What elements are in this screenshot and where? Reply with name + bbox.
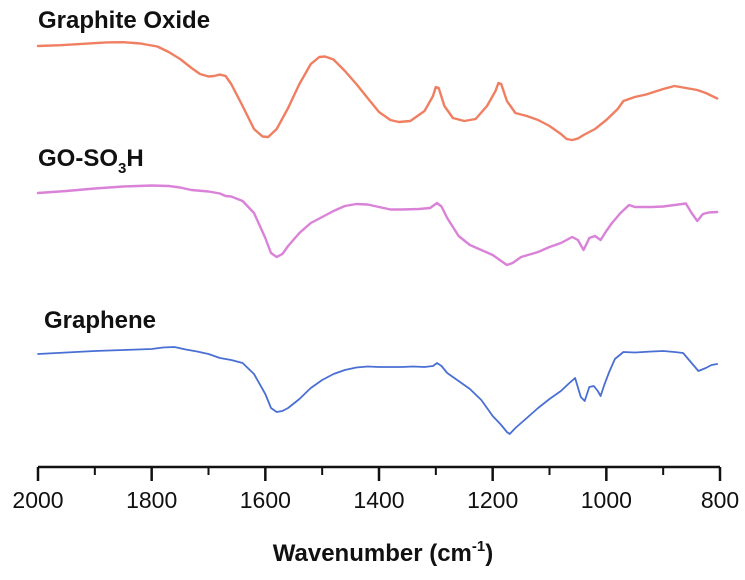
x-axis-title-sup: -1 — [472, 538, 485, 555]
x-ticks — [36, 467, 722, 481]
series-label-3: Graphene — [44, 307, 156, 334]
x-tick-label: 1800 — [126, 487, 177, 513]
x-axis-title-main: Wavenumber (cm — [273, 540, 472, 567]
series-label-main: Graphite Oxide — [38, 7, 210, 34]
x-axis-title-close: ) — [485, 540, 493, 567]
curves — [36, 41, 719, 435]
series-line-1 — [36, 41, 719, 142]
series-labels: Graphite Oxide GO-SO3H Graphene — [38, 7, 210, 334]
series-line-2 — [36, 184, 719, 267]
x-tick-labels: 2000 1800 1600 1400 1200 1000 800 — [12, 487, 739, 513]
series-label-2: GO-SO3H — [38, 145, 144, 177]
x-tick-label: 1000 — [581, 487, 632, 513]
series-line-3 — [37, 346, 719, 435]
series-label-main: GO-SO — [38, 145, 118, 172]
x-tick-label: 1200 — [467, 487, 518, 513]
x-tick-label: 800 — [701, 487, 739, 513]
x-axis-title: Wavenumber (cm-1) — [273, 538, 494, 567]
series-label-sub: 3 — [118, 160, 126, 177]
series-label-main: Graphene — [44, 307, 156, 334]
x-tick-label: 1600 — [240, 487, 291, 513]
x-tick-label: 1400 — [353, 487, 404, 513]
x-tick-label: 2000 — [12, 487, 63, 513]
series-label-1: Graphite Oxide — [38, 7, 210, 34]
x-axis: 2000 1800 1600 1400 1200 1000 800 — [12, 465, 739, 513]
series-label-end: H — [126, 145, 143, 172]
